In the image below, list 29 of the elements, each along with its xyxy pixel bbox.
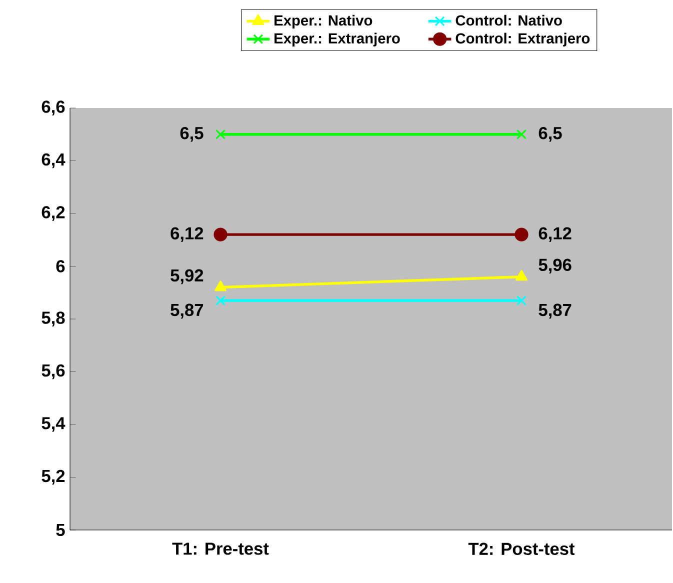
data-label: 6,12 [538,227,572,242]
data-label: 5,92 [170,269,204,284]
legend-label: Control: Nativo [456,14,562,26]
y-tick-label: 5,2 [42,470,65,485]
point [516,129,527,140]
data-label: 6,5 [538,126,562,142]
data-label: 5,87 [538,304,572,319]
y-tick-label: 5,8 [42,312,65,326]
legend-label: Control: Extranjero [456,32,590,46]
legend-label: Exper.: Nativo [274,14,372,29]
data-label: 5,87 [170,304,204,319]
point [214,228,228,242]
y-tick-label: 6,4 [42,153,66,168]
y-tick-label: 6 [56,260,65,272]
y-tick-label: 6,2 [42,206,65,221]
data-label: 6,5 [180,126,204,142]
point [215,295,226,306]
y-tick-label: 5 [56,524,65,536]
x-tick-label: T2: Post-test [468,542,575,555]
x-tick-label: T1: Pre-test [172,542,269,555]
point [516,295,527,306]
legend-label: Exper.: Extranjero [274,32,400,46]
point [514,228,528,242]
y-tick-label: 6,6 [42,100,65,116]
data-label: 6,12 [170,227,204,242]
point [215,129,226,140]
data-label: 5,96 [538,258,572,274]
y-tick-label: 5,6 [42,364,65,380]
y-tick-label: 5,4 [42,417,66,432]
